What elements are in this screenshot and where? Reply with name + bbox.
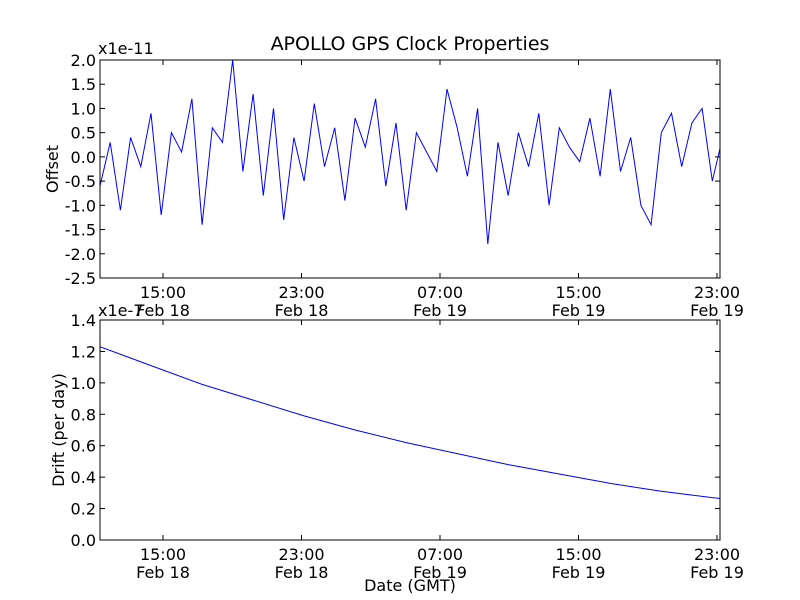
drift-x-tick-time: 23:00 — [278, 545, 324, 564]
drift-x-tick-time: 15:00 — [555, 545, 601, 564]
offset-y-tick-label: 0.5 — [71, 124, 96, 143]
offset-y-tick-label: -1.5 — [65, 221, 96, 240]
offset-y-tick-label: -1.0 — [65, 196, 96, 215]
offset-y-multiplier: x1e-11 — [98, 39, 154, 58]
drift-y-ticks: 1.4 1.2 1.0 0.8 0.6 0.4 0.2 0.0 — [71, 311, 720, 550]
offset-y-tick-label: 2.0 — [71, 51, 96, 70]
offset-x-tick-time: 23:00 — [278, 283, 324, 302]
drift-y-multiplier: x1e-7 — [98, 301, 143, 320]
offset-y-ticks: 2.0 1.5 1.0 0.5 0.0 -0.5 -1.0 -1.5 -2.0 -2.5 — [65, 51, 720, 288]
offset-x-tick-date: Feb 19 — [552, 301, 606, 320]
offset-x-tick-date: Feb 18 — [275, 301, 329, 320]
drift-x-tick-date: Feb 19 — [552, 563, 606, 582]
drift-x-tick-date: Feb 19 — [690, 563, 744, 582]
offset-y-tick-label: 1.0 — [71, 99, 96, 118]
drift-y-tick-label: 0.4 — [71, 468, 96, 487]
drift-x-tick-date: Feb 18 — [275, 563, 329, 582]
offset-x-tick-time: 07:00 — [417, 283, 463, 302]
offset-y-tick-label: -2.5 — [65, 269, 96, 288]
drift-y-tick-label: 1.2 — [71, 342, 96, 361]
offset-x-tick-time: 15:00 — [555, 283, 601, 302]
offset-x-tick-time: 15:00 — [140, 283, 186, 302]
drift-y-tick-label: 0.2 — [71, 500, 96, 519]
offset-plot: 2.0 1.5 1.0 0.5 0.0 -0.5 -1.0 -1.5 -2.0 -2.5 15:0… — [43, 39, 744, 320]
drift-x-tick-time: 23:00 — [694, 545, 740, 564]
offset-y-tick-label: 1.5 — [71, 75, 96, 94]
offset-y-axis-label: Offset — [43, 145, 62, 193]
x-axis-label: Date (GMT) — [364, 576, 456, 595]
drift-y-tick-label: 0.8 — [71, 405, 96, 424]
drift-y-axis-label: Drift (per day) — [49, 373, 68, 487]
drift-x-tick-date: Feb 18 — [136, 563, 190, 582]
drift-y-tick-label: 0.0 — [71, 531, 96, 550]
offset-x-tick-time: 23:00 — [694, 283, 740, 302]
drift-x-tick-time: 15:00 — [140, 545, 186, 564]
chart-title: APOLLO GPS Clock Properties — [271, 33, 550, 55]
offset-x-tick-date: Feb 19 — [413, 301, 467, 320]
drift-x-tick-date: Feb 19 — [413, 563, 467, 582]
offset-y-tick-label: -2.0 — [65, 245, 96, 264]
drift-y-tick-label: 0.6 — [71, 437, 96, 456]
offset-axes-frame — [99, 59, 721, 279]
drift-x-tick-time: 07:00 — [417, 545, 463, 564]
offset-y-tick-label: -0.5 — [65, 172, 96, 191]
drift-y-tick-label: 1.0 — [71, 374, 96, 393]
drift-y-tick-label: 1.4 — [71, 311, 96, 330]
drift-axes-frame — [99, 319, 721, 541]
offset-x-tick-date: Feb 19 — [690, 301, 744, 320]
drift-series-line — [100, 346, 720, 500]
offset-series-line — [100, 60, 720, 245]
offset-y-tick-label: 0.0 — [71, 148, 96, 167]
offset-x-tick-date: Feb 18 — [136, 301, 190, 320]
